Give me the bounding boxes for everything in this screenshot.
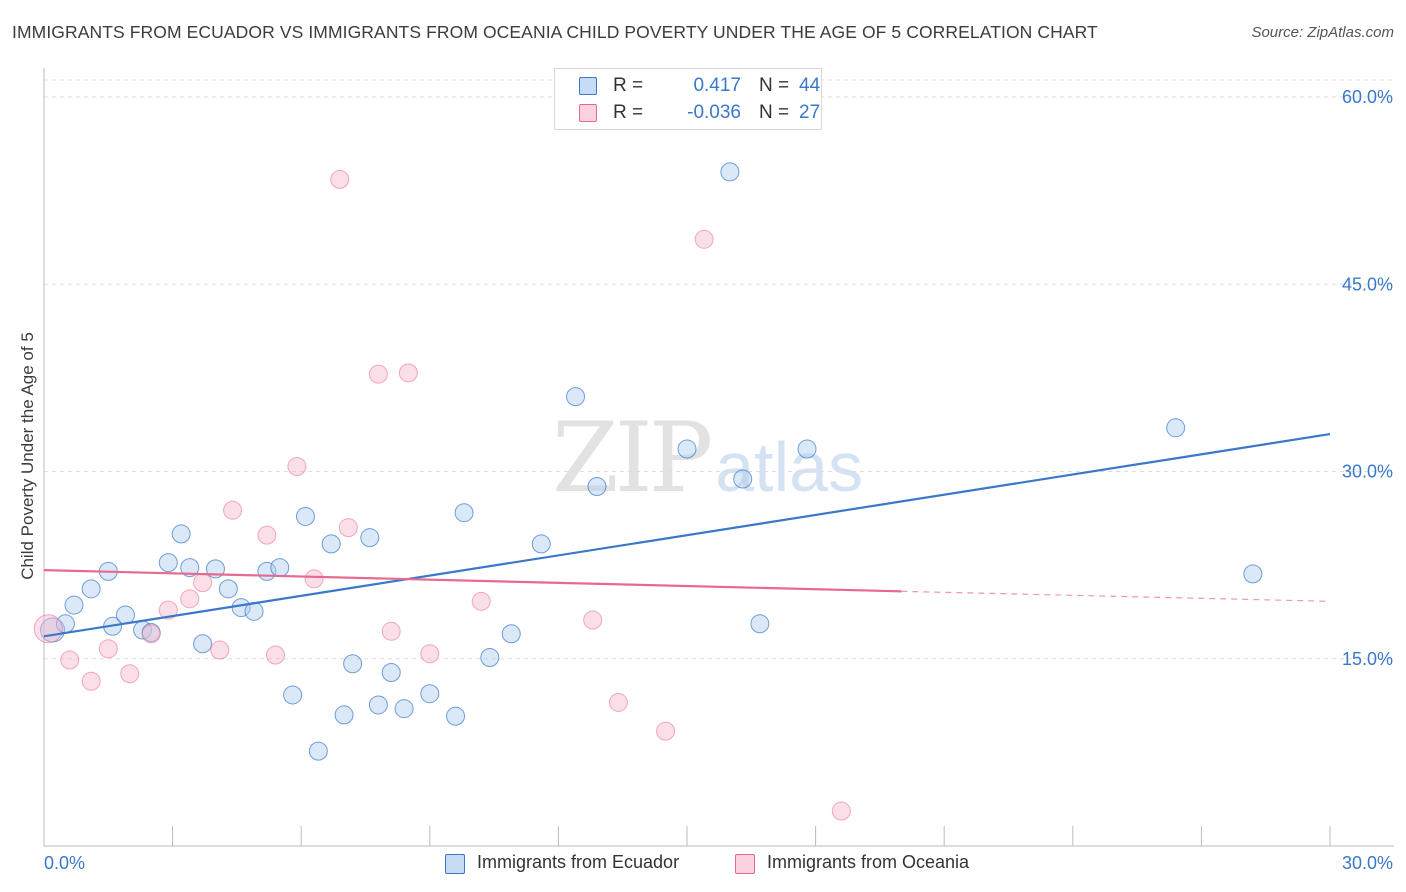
ecuador-point [158, 553, 178, 573]
oceania-trend-extension [901, 590, 1331, 602]
ecuador-point [420, 684, 440, 704]
r-value: 0.417 [693, 75, 741, 96]
oceania-point [398, 363, 418, 383]
oceania-point [210, 640, 230, 660]
ecuador-point [394, 699, 414, 719]
ecuador-point [677, 439, 697, 459]
ecuador-point [270, 558, 290, 578]
y-tick-label: 15.0% [1342, 649, 1393, 669]
ecuador-point [446, 706, 466, 726]
oceania-point [338, 518, 358, 538]
ecuador-point [454, 503, 474, 523]
r-label: R = [613, 102, 644, 123]
ecuador-point [218, 579, 238, 599]
chart-title: IMMIGRANTS FROM ECUADOR VS IMMIGRANTS FR… [12, 22, 1098, 42]
ecuador-point [64, 595, 84, 615]
oceania-trend-line [43, 569, 902, 593]
oceania-point [98, 639, 118, 659]
x-tick-label: 30.0% [1342, 853, 1393, 873]
oceania-point [368, 364, 388, 384]
ecuador-point [295, 506, 315, 526]
ecuador-point [566, 387, 586, 407]
oceania-point [304, 569, 324, 589]
oceania-point [287, 457, 307, 477]
ecuador-point [587, 476, 607, 496]
oceania-point [471, 591, 491, 611]
oceania-point [330, 169, 350, 189]
ecuador-point [360, 528, 380, 548]
ecuador-point [343, 654, 363, 674]
ecuador-trend-line [43, 432, 1331, 638]
oceania-point [60, 650, 80, 670]
r-label: R = [613, 75, 644, 96]
oceania-point [831, 801, 851, 821]
n-value: 27 [799, 102, 821, 123]
trend-lines [43, 432, 1331, 638]
n-label: N = [759, 102, 790, 123]
oceania-point [33, 614, 63, 644]
ecuador-point [1243, 564, 1263, 584]
series-legend: Immigrants from Ecuador Immigrants from … [0, 852, 1406, 878]
ecuador-point [321, 534, 341, 554]
oceania-point [158, 600, 178, 620]
ecuador-point [797, 439, 817, 459]
watermark-atlas: atlas [715, 428, 864, 506]
ecuador-point [81, 579, 101, 599]
ecuador-points [40, 162, 1263, 761]
y-tick-label: 45.0% [1342, 274, 1393, 294]
oceania-point [180, 589, 200, 609]
y-tick-label: 60.0% [1342, 87, 1393, 107]
y-axis-label: Child Poverty Under the Age of 5 [18, 332, 37, 580]
oceania-point [223, 500, 243, 520]
axes [43, 68, 1394, 847]
ecuador-point [720, 162, 740, 182]
ecuador-point [180, 558, 200, 578]
oceania-points [33, 169, 851, 821]
ecuador-point [283, 685, 303, 705]
source-credit: Source: ZipAtlas.com [1251, 24, 1394, 41]
oceania-point [656, 721, 676, 741]
oceania-point [257, 525, 277, 545]
x-tick-label: 0.0% [44, 853, 85, 873]
oceania-point [694, 229, 714, 249]
oceania-point [583, 610, 603, 630]
ecuador-point [171, 524, 191, 544]
ecuador-point [531, 534, 551, 554]
oceania-point [420, 644, 440, 664]
ecuador-point [480, 648, 500, 668]
ecuador-point [501, 624, 521, 644]
ecuador-point [750, 614, 770, 634]
n-value: 44 [799, 75, 821, 96]
oceania-point [193, 573, 213, 593]
ecuador-swatch [579, 77, 597, 95]
oceania-legend-swatch [735, 854, 755, 874]
n-label: N = [759, 75, 790, 96]
r-value: -0.036 [687, 102, 741, 123]
legend-label-ecuador: Immigrants from Ecuador [477, 852, 680, 872]
oceania-point [81, 671, 101, 691]
ecuador-point [115, 605, 135, 625]
y-tick-label: 30.0% [1342, 462, 1393, 482]
ecuador-point [733, 469, 753, 489]
oceania-point [265, 645, 285, 665]
oceania-swatch [579, 104, 597, 122]
ecuador-point [368, 695, 388, 715]
oceania-point [608, 692, 628, 712]
ecuador-point [193, 634, 213, 654]
watermark: ZIPatlas [552, 402, 863, 514]
oceania-point [381, 621, 401, 641]
stats-legend: R = 0.417 N = 44 R = -0.036 N = 27 [554, 68, 822, 130]
ecuador-point [381, 662, 401, 682]
ecuador-point [308, 741, 328, 761]
ecuador-point [334, 705, 354, 725]
oceania-point [120, 664, 140, 684]
ecuador-point [1166, 418, 1186, 438]
grid-lines [44, 79, 1394, 660]
legend-label-oceania: Immigrants from Oceania [767, 852, 970, 872]
tick-labels: 15.0% 30.0% 45.0% 60.0% 0.0% 30.0% [44, 87, 1393, 873]
oceania-point [141, 624, 161, 644]
ecuador-legend-swatch [445, 854, 465, 874]
